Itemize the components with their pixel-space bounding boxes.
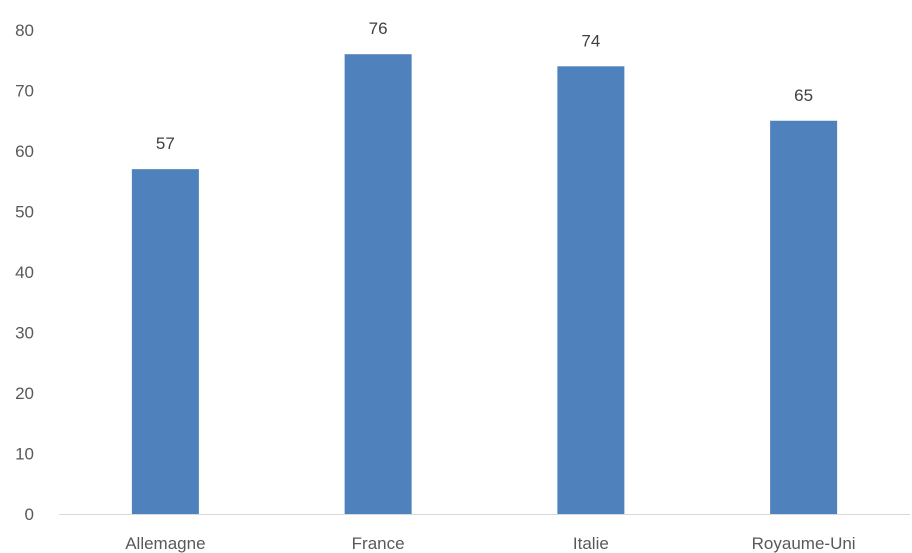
bar-series — [131, 54, 838, 515]
y-tick-label: 10 — [15, 445, 34, 464]
y-tick-label: 40 — [15, 263, 34, 282]
y-tick-label: 80 — [15, 21, 34, 40]
data-label: 76 — [369, 19, 388, 38]
data-label: 74 — [581, 31, 600, 50]
data-label: 65 — [794, 86, 813, 105]
x-axis-category-labels: Allemagne France Italie Royaume-Uni — [125, 534, 855, 553]
x-category-label: Italie — [573, 534, 609, 553]
y-tick-label: 0 — [25, 505, 34, 524]
bar-france — [344, 54, 412, 514]
x-category-label: France — [352, 534, 405, 553]
data-labels: 57 76 74 65 — [156, 19, 813, 153]
y-tick-label: 30 — [15, 324, 34, 343]
bar-royaume-uni — [770, 120, 838, 514]
y-axis-tick-labels: 0 10 20 30 40 50 60 70 80 — [15, 21, 34, 524]
data-label: 57 — [156, 134, 175, 153]
y-tick-label: 50 — [15, 203, 34, 222]
x-category-label: Allemagne — [125, 534, 205, 553]
y-tick-label: 20 — [15, 384, 34, 403]
bar-allemagne — [131, 169, 199, 514]
x-category-label: Royaume-Uni — [752, 534, 856, 553]
y-tick-label: 60 — [15, 142, 34, 161]
bar-italie — [557, 66, 625, 515]
y-tick-label: 70 — [15, 82, 34, 101]
